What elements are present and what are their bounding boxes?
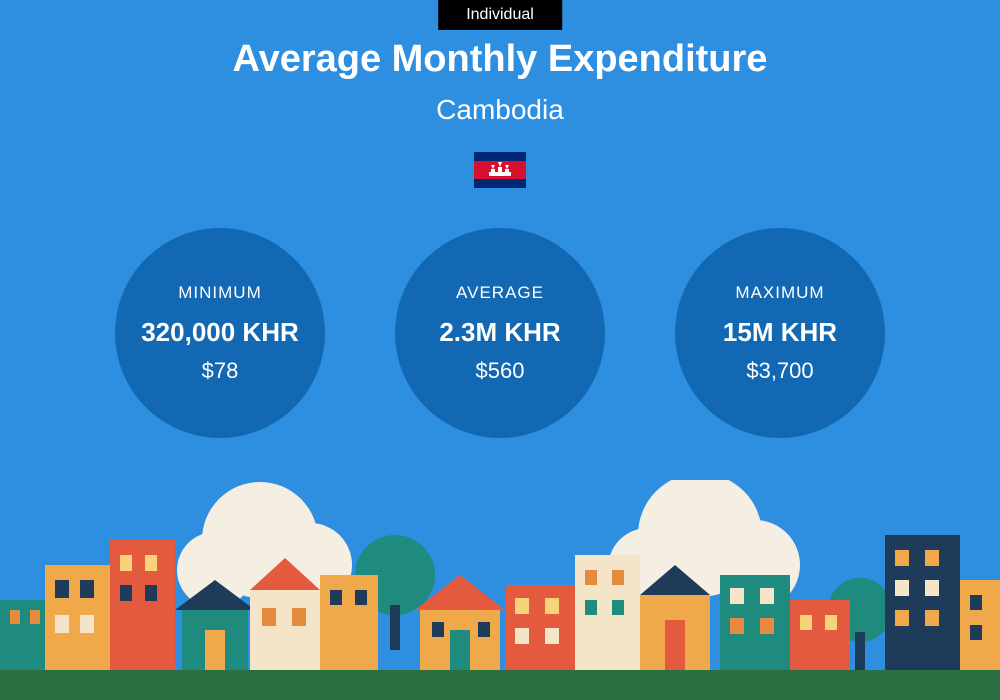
page-title: Average Monthly Expenditure bbox=[0, 38, 1000, 81]
stat-label: MAXIMUM bbox=[735, 283, 824, 303]
building-icon bbox=[790, 600, 850, 675]
stat-usd: $78 bbox=[202, 358, 239, 384]
category-tab-label: Individual bbox=[466, 6, 534, 23]
building-icon bbox=[110, 540, 175, 675]
building-icon bbox=[885, 535, 960, 675]
stat-usd: $3,700 bbox=[746, 358, 813, 384]
ground bbox=[0, 670, 1000, 700]
cityscape-illustration bbox=[0, 480, 1000, 700]
building-icon bbox=[575, 555, 640, 675]
stat-value: 15M KHR bbox=[723, 317, 837, 348]
building-icon bbox=[960, 580, 1000, 675]
stat-circle-minimum: MINIMUM 320,000 KHR $78 bbox=[115, 228, 325, 438]
category-tab: Individual bbox=[438, 0, 562, 30]
stat-label: AVERAGE bbox=[456, 283, 544, 303]
flag-icon bbox=[474, 152, 526, 188]
building-icon bbox=[505, 585, 575, 675]
stat-label: MINIMUM bbox=[178, 283, 261, 303]
flag-stripe-top bbox=[474, 152, 526, 161]
building-icon bbox=[720, 575, 790, 675]
stat-usd: $560 bbox=[476, 358, 525, 384]
stat-value: 2.3M KHR bbox=[439, 317, 560, 348]
stat-circle-maximum: MAXIMUM 15M KHR $3,700 bbox=[675, 228, 885, 438]
building-icon bbox=[320, 575, 378, 675]
stat-circle-average: AVERAGE 2.3M KHR $560 bbox=[395, 228, 605, 438]
flag-stripe-bottom bbox=[474, 179, 526, 188]
stat-circles-row: MINIMUM 320,000 KHR $78 AVERAGE 2.3M KHR… bbox=[0, 228, 1000, 438]
building-icon bbox=[45, 565, 115, 675]
page-subtitle: Cambodia bbox=[0, 94, 1000, 126]
stat-value: 320,000 KHR bbox=[141, 317, 299, 348]
